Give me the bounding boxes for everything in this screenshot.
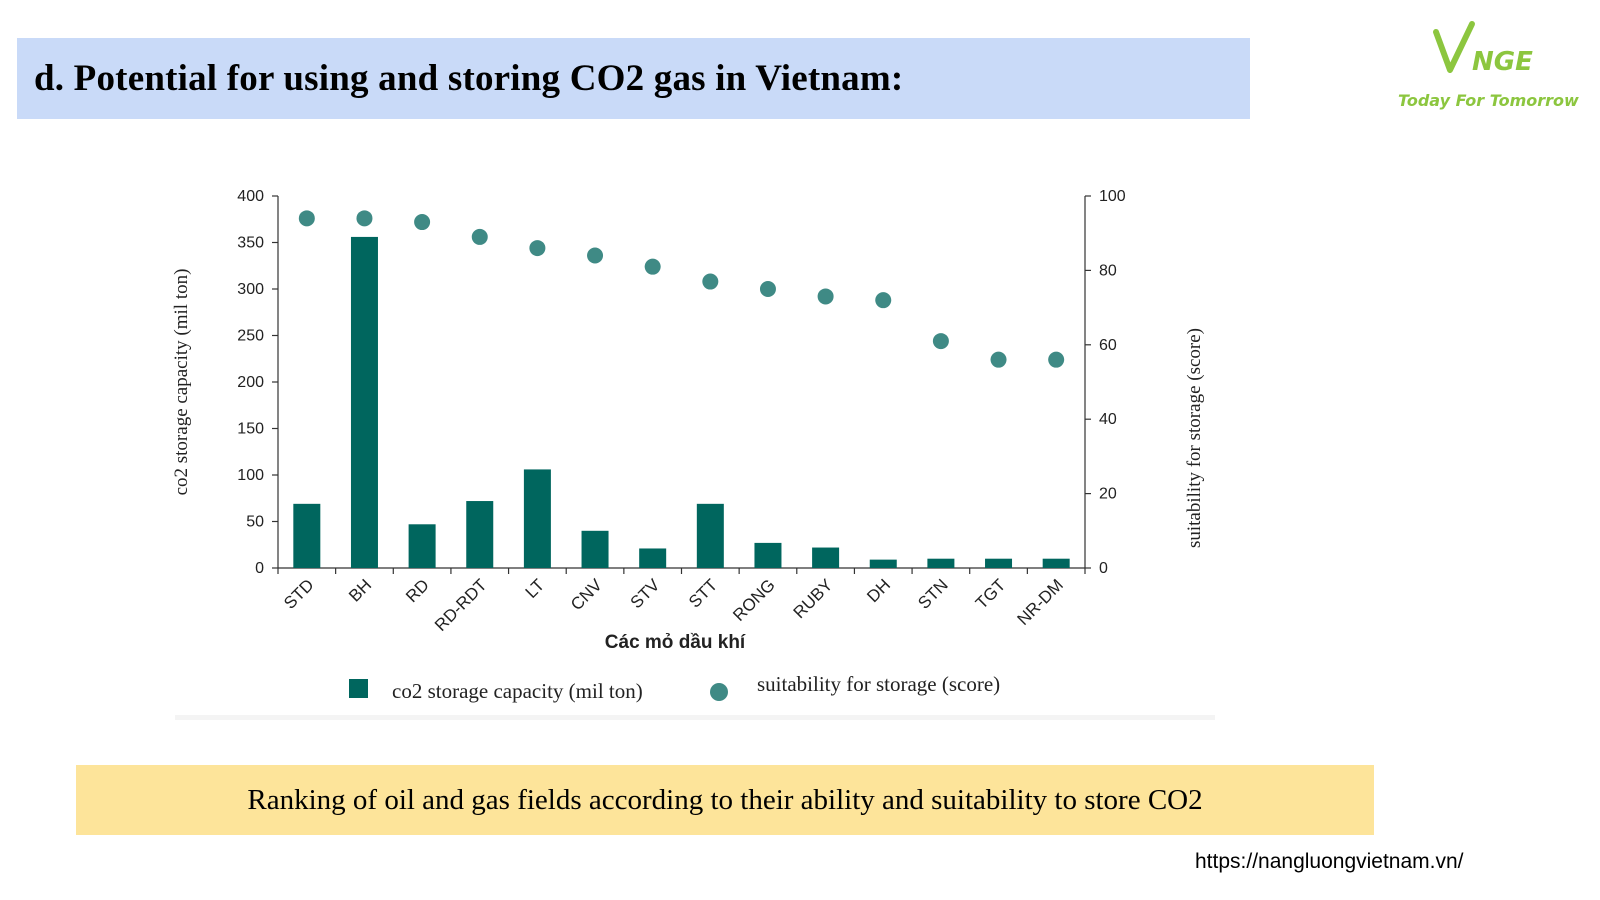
bar-lt [523,469,551,568]
point-nr-dm [1048,351,1065,368]
point-dh [875,292,892,309]
legend-point-label: suitability for storage (score) [757,672,1000,696]
source-url[interactable]: https://nangluongvietnam.vn/ [1195,850,1464,873]
title-banner: d. Potential for using and storing CO2 g… [17,38,1250,119]
bar-rd [408,524,436,568]
svg-text:NGE: NGE [1472,47,1533,77]
chart-divider [175,715,1215,720]
legend-bar-swatch [349,679,368,698]
point-lt [529,240,546,257]
right-axis-tick-label: 60 [1099,337,1117,354]
vnge-logo-mark: NGE [1433,21,1533,77]
x-category-label: NR-DM [1014,575,1067,628]
bar-nr-dm [1042,558,1070,568]
co2-storage-chart: 0 50 100 150 200 250 300 350 400 0 20 40 60 80 100 STD B… [171,188,1205,703]
left-axis-tick-label: 50 [246,514,264,531]
x-category-label: RD [402,575,433,606]
x-category-label: RD-RDT [431,575,491,635]
left-axis-tick-label: 100 [237,467,264,484]
x-category-label: STD [280,575,317,612]
left-axis-tick-label: 300 [237,281,264,298]
bar-ruby [812,547,840,568]
x-category-label: STT [685,575,721,611]
bar-rong [754,542,782,568]
right-axis-title: suitability for storage (score) [1184,328,1205,548]
bar-stn [927,558,955,568]
left-axis-tick-label: 250 [237,328,264,345]
left-axis-tick-label: 350 [237,235,264,252]
x-category-label: LT [522,575,549,602]
x-category-label: STN [914,575,951,612]
legend-point-swatch [710,683,728,701]
right-axis-tick-label: 40 [1099,411,1117,428]
bar-bh [350,236,378,569]
x-category-label: DH [863,575,894,606]
left-axis-tick-label: 400 [237,188,264,205]
bar-tgt [985,558,1013,568]
point-cnv [587,247,604,264]
point-ruby [817,288,834,305]
legend-bar-label: co2 storage capacity (mil ton) [392,679,643,703]
left-axis-title: co2 storage capacity (mil ton) [171,269,192,496]
point-rd [414,214,431,231]
page-title: d. Potential for using and storing CO2 g… [34,58,904,99]
bar-stt [696,503,724,568]
bar-stv [639,548,667,568]
x-axis-title: Các mỏ dầu khí [605,632,746,653]
point-std [298,210,315,227]
right-axis-tick-label: 80 [1099,262,1117,279]
right-axis-tick-label: 100 [1099,188,1126,205]
right-axis-tick-label: 20 [1099,486,1117,503]
x-category-label: RUBY [790,575,837,622]
bar-rd-rdt [466,501,494,568]
caption-text: Ranking of oil and gas fields according … [247,783,1203,816]
point-bh [356,210,373,227]
x-category-label: BH [345,575,375,605]
left-axis-tick-label: 200 [237,374,264,391]
x-category-label: STV [627,575,664,612]
right-axis-tick-label: 0 [1099,560,1108,577]
x-category-label: CNV [567,575,606,614]
point-stt [702,273,719,290]
x-category-label: RONG [729,575,778,624]
bar-dh [869,559,897,568]
bar-cnv [581,530,609,568]
left-axis-tick-label: 0 [255,560,264,577]
point-tgt [990,351,1007,368]
point-rong [759,281,776,297]
point-stn [932,333,949,350]
logo-tagline: Today For Tomorrow [1398,91,1579,110]
point-stv [644,258,661,275]
x-category-label: TGT [972,575,1009,612]
bar-std [293,503,321,568]
left-axis-tick-label: 150 [237,421,264,438]
caption-banner: Ranking of oil and gas fields according … [76,765,1374,835]
vnge-logo: NGE Today For Tomorrow [1390,18,1590,118]
point-rd-rdt [471,228,488,245]
